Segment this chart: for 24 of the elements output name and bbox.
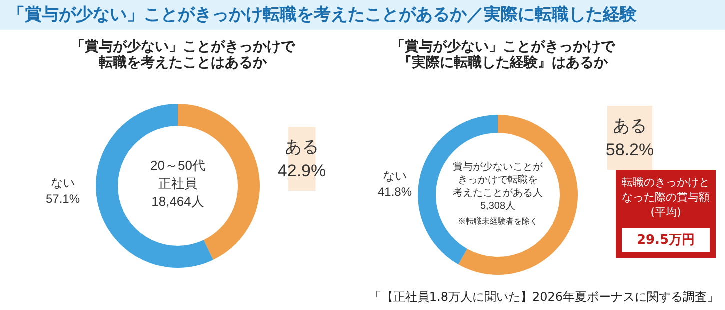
text: ※転職未経験者を除く (458, 217, 538, 226)
text: 29.5万円 (622, 228, 710, 252)
text: 「賞与が少ない」ことがきっかけ転職を考えたことがあるか／実際に転職した経験 (0, 0, 725, 30)
text: 18,464人 (152, 194, 204, 209)
text: きっかけで転職を (458, 174, 538, 186)
slice-label: ない (51, 176, 75, 190)
text: 正社員 (158, 176, 198, 191)
chart-title: 「賞与が少ない」ことがきっかけで (391, 38, 616, 54)
slice-label: ない (383, 169, 407, 183)
text: 「【正社員1.8万人に聞いた】2026年夏ボーナスに関する調査」 (369, 289, 719, 306)
text: 20～50代 (150, 158, 206, 173)
data-label: 42.9% (278, 162, 326, 180)
slice-label: ある (285, 138, 319, 156)
data-label: 57.1% (46, 192, 80, 206)
chart-subtitle: 『実際に転職した経験』はあるか (398, 54, 609, 70)
slice-label: ある (613, 116, 647, 136)
chart-subtitle: 転職を考えたことはあるか (98, 54, 268, 70)
text: 賞与が少ないことが (453, 161, 544, 173)
text: 5,308人 (480, 201, 516, 212)
data-label: 58.2% (606, 140, 654, 160)
text: 考えたことがある人 (453, 187, 543, 199)
text: 転職のきっかけとなった際の賞与額(平均) (622, 175, 710, 220)
chart-title: 「賞与が少ない」ことがきっかけで (71, 38, 296, 54)
data-label: 41.8% (378, 185, 412, 199)
